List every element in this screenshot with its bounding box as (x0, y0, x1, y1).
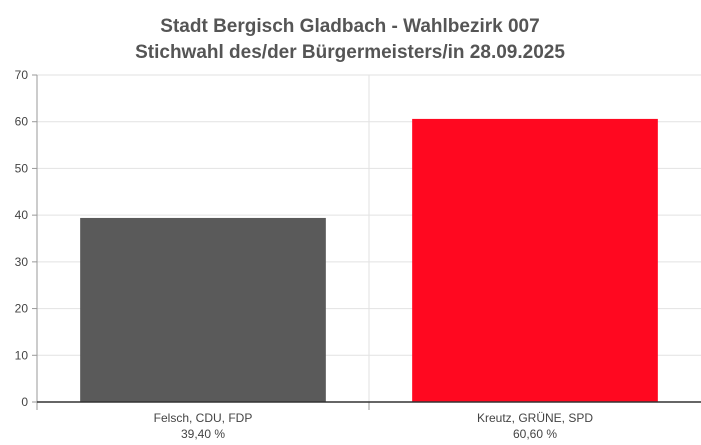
y-tick-label: 30 (15, 255, 29, 269)
y-axis-ticks: 0 10 20 30 40 50 60 70 (15, 68, 37, 409)
category-label: Kreutz, GRÜNE, SPD (477, 411, 593, 425)
chart-title: Stadt Bergisch Gladbach - Wahlbezirk 007 (160, 16, 539, 37)
y-tick-label: 60 (15, 115, 29, 129)
y-tick-label: 10 (15, 348, 29, 362)
value-label: 60,60 % (513, 427, 557, 441)
category-labels: Felsch, CDU, FDP 39,40 % Kreutz, GRÜNE, SP… (154, 411, 594, 441)
y-tick-label: 70 (15, 68, 29, 82)
y-tick-label: 0 (21, 395, 28, 409)
bars (80, 118, 658, 402)
chart-subtitle: Stichwahl des/der Bürgermeisters/in 28.0… (135, 42, 565, 63)
bar (80, 217, 326, 402)
x-axis (36, 75, 701, 410)
y-tick-label: 40 (15, 208, 29, 222)
category-label: Felsch, CDU, FDP (154, 411, 253, 425)
y-tick-label: 20 (15, 302, 29, 316)
y-tick-label: 50 (15, 161, 29, 175)
value-label: 39,40 % (181, 427, 225, 441)
bar (412, 118, 658, 402)
